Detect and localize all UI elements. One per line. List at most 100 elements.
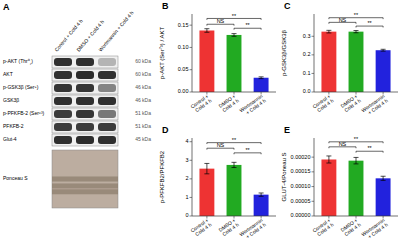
error-line	[206, 163, 207, 173]
bar	[199, 30, 214, 92]
error-cap	[326, 30, 331, 31]
bar	[199, 169, 214, 216]
x-tick-label-line: Cold 4 h	[316, 97, 335, 113]
significance-label: **	[367, 20, 372, 26]
bracket-line	[329, 22, 356, 23]
y-tick	[312, 186, 315, 187]
y-tick	[312, 201, 315, 202]
x-tick-label-line: + Cold 4 h	[245, 221, 267, 239]
kda-label: 51 kDa	[135, 123, 151, 129]
panel-title: B	[162, 1, 169, 11]
y-tick-label: 0.3	[303, 33, 311, 39]
x-tick-label-line: Cold 4 h	[194, 221, 213, 237]
kda-label: 46 kDa	[135, 97, 151, 103]
blot-row-box	[52, 134, 118, 146]
y-axis-label: p-AKT (Ser⁷³) / AKT	[159, 26, 165, 79]
row-label: p-AKT (Thr⁰¸)	[3, 58, 33, 65]
y-tick	[190, 216, 193, 217]
error-bar	[232, 34, 237, 37]
error-bar	[259, 77, 264, 79]
kda-label: 46 kDa	[135, 84, 151, 90]
row-label: AKT	[3, 71, 13, 77]
error-bar	[326, 156, 331, 163]
x-tick-label-line: Cold 4 h	[316, 221, 335, 237]
kda-label: 60 kDa	[135, 58, 151, 64]
y-tick-label: 0	[185, 212, 188, 218]
band	[54, 136, 72, 144]
error-line	[356, 157, 357, 163]
y-tick-label: 0.2	[303, 51, 311, 57]
x-tick-label: Wortmannin+ Cold 4 h	[238, 93, 267, 118]
bracket-line	[207, 24, 234, 25]
x-tick-label-line: Cold 4 h	[194, 97, 213, 113]
error-bar	[259, 193, 264, 196]
blot-row-box	[52, 69, 118, 81]
y-tick	[190, 197, 193, 198]
significance-label: **	[367, 145, 372, 151]
y-tick-label: 0.00005	[291, 198, 311, 204]
error-bar	[354, 157, 359, 163]
bar-panel: Dp-PFKFB2/PFKFB201234Control +Cold 4 hDM…	[159, 125, 276, 242]
row-label: GSK3β	[3, 97, 19, 103]
y-tick-label: 0.10	[178, 44, 189, 50]
bar	[321, 159, 336, 216]
band	[98, 84, 116, 92]
y-tick	[190, 178, 193, 179]
significance-bracket	[329, 147, 356, 148]
error-cap	[326, 155, 331, 156]
y-tick-label: 0.00020	[291, 154, 311, 160]
error-cap	[354, 32, 359, 33]
y-tick-label: 0.0	[303, 88, 311, 94]
y-axis-label: p-PFKFB2/PFKFB2	[159, 150, 165, 203]
error-cap	[381, 176, 386, 177]
bracket-line	[234, 28, 261, 29]
band	[54, 123, 72, 131]
marks	[321, 30, 390, 92]
kda-label: 51 kDa	[135, 110, 151, 116]
error-cap	[232, 33, 237, 34]
significance-bracket	[356, 26, 383, 27]
error-bar	[204, 163, 209, 173]
significance-label: NS	[217, 18, 225, 24]
band	[76, 110, 94, 118]
error-cap	[204, 163, 209, 164]
kda-label: 60 kDa	[135, 71, 151, 77]
error-bar	[326, 30, 331, 33]
y-axis-label: GLUT-4/Poneau S	[281, 152, 287, 201]
error-line	[328, 30, 329, 33]
significance-label: **	[232, 137, 237, 143]
panel-title: C	[284, 1, 291, 11]
y-tick-label: 0.1	[303, 70, 311, 76]
bar-panel: Bp-AKT (Ser⁷³) / AKT0.000.050.100.15Cont…	[159, 1, 276, 118]
band	[54, 110, 72, 118]
error-bar	[354, 31, 359, 33]
significance-bracket	[329, 142, 383, 143]
significance-bracket	[329, 18, 383, 19]
band	[98, 97, 116, 105]
row-label: p-GSK3β (Ser⁹)	[3, 84, 39, 90]
error-cap	[204, 32, 209, 33]
x-tick-label: Control +Cold 4 h	[189, 93, 213, 114]
x-tick-label: DMSO +Cold 4 h	[217, 93, 240, 114]
band	[76, 123, 94, 131]
bracket-line	[329, 142, 383, 143]
band	[76, 71, 94, 79]
significance-label: **	[354, 12, 359, 18]
bar	[254, 78, 269, 92]
significance-bracket	[207, 148, 234, 149]
bracket-line	[329, 147, 356, 148]
bracket-line	[356, 26, 383, 27]
x-tick-label: Control +Cold 4 h	[311, 217, 335, 238]
gel-stripe	[52, 189, 118, 194]
x-tick-label-line: + Cold 4 h	[367, 97, 389, 115]
y-tick-label: 3	[185, 157, 188, 163]
bracket-line	[356, 151, 383, 152]
x-tick-label-line: Cold 4 h	[221, 97, 240, 113]
y-axis-line	[192, 14, 193, 92]
significance-bracket	[234, 28, 261, 29]
blot-row-box	[52, 95, 118, 107]
marks	[321, 156, 390, 216]
y-tick-label: 0.00015	[291, 168, 311, 174]
error-cap	[232, 162, 237, 163]
kda-label: 45 kDa	[135, 136, 151, 142]
